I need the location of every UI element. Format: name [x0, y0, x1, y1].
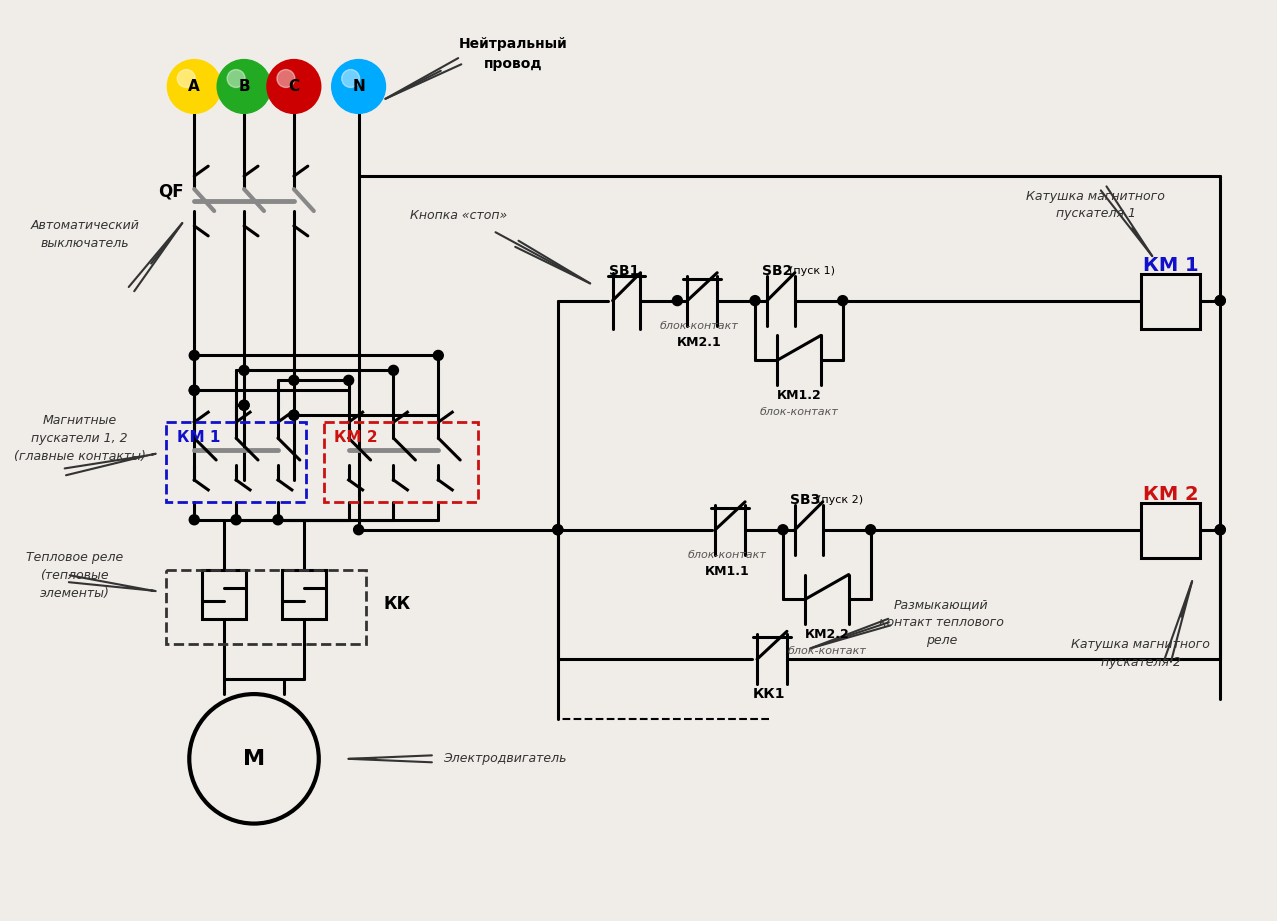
Text: пускатели 1, 2: пускатели 1, 2 [32, 432, 128, 445]
Text: SB3: SB3 [789, 493, 820, 507]
Circle shape [332, 60, 386, 113]
Text: контакт теплового: контакт теплового [879, 616, 1004, 629]
Circle shape [673, 296, 682, 306]
Text: КМ 1: КМ 1 [1143, 256, 1198, 275]
Circle shape [289, 376, 299, 385]
Text: КМ 2: КМ 2 [1143, 485, 1198, 505]
Bar [1140, 274, 1200, 329]
Circle shape [267, 60, 321, 113]
Circle shape [189, 385, 199, 395]
Circle shape [388, 366, 398, 376]
Circle shape [178, 69, 195, 87]
Text: КК: КК [383, 596, 411, 613]
Text: элементы): элементы) [40, 587, 110, 600]
Text: Размыкающий: Размыкающий [894, 598, 988, 611]
Text: М: М [243, 749, 266, 769]
Circle shape [239, 401, 249, 410]
Bar [166, 422, 305, 502]
Text: A: A [189, 79, 200, 94]
Text: блок-контакт: блок-контакт [660, 321, 738, 331]
Bar [202, 569, 246, 620]
Text: QF: QF [158, 182, 184, 200]
Text: провод: провод [484, 56, 543, 71]
Text: N: N [352, 79, 365, 94]
Text: Тепловое реле: Тепловое реле [26, 551, 124, 565]
Bar [166, 569, 365, 645]
Circle shape [433, 350, 443, 360]
Circle shape [231, 515, 241, 525]
Text: КМ 1: КМ 1 [178, 430, 221, 445]
Text: КМ1.2: КМ1.2 [776, 389, 821, 402]
Text: блок-контакт: блок-контакт [760, 407, 838, 417]
Text: КМ 2: КМ 2 [333, 430, 377, 445]
Text: КК1: КК1 [752, 687, 785, 701]
Circle shape [189, 515, 199, 525]
Circle shape [342, 69, 360, 87]
Circle shape [239, 401, 249, 410]
Circle shape [1216, 525, 1225, 535]
Text: Катушка магнитного: Катушка магнитного [1071, 637, 1211, 651]
Text: КМ2.2: КМ2.2 [805, 628, 849, 641]
Bar [282, 569, 326, 620]
Circle shape [354, 525, 364, 535]
Text: пускателя 1: пускателя 1 [1056, 207, 1135, 220]
Text: Магнитные: Магнитные [42, 414, 116, 426]
Text: Кнопка «стоп»: Кнопка «стоп» [410, 209, 507, 223]
Text: блок-контакт: блок-контакт [788, 647, 866, 657]
Text: Нейтральный: Нейтральный [458, 37, 567, 51]
Circle shape [289, 410, 299, 420]
Text: Катушка магнитного: Катушка магнитного [1027, 190, 1165, 203]
Text: (пуск 2): (пуск 2) [817, 495, 863, 505]
Text: Автоматический: Автоматический [31, 219, 139, 232]
Text: выключатель: выключатель [41, 238, 129, 251]
Text: КМ2.1: КМ2.1 [677, 336, 722, 349]
Text: (главные контакты): (главные контакты) [14, 449, 146, 462]
Circle shape [189, 385, 199, 395]
Circle shape [239, 366, 249, 376]
Circle shape [167, 60, 221, 113]
Text: блок-контакт: блок-контакт [688, 550, 766, 560]
Circle shape [217, 60, 271, 113]
Text: B: B [239, 79, 250, 94]
Bar [324, 422, 478, 502]
Circle shape [778, 525, 788, 535]
Text: пускателя 2: пускателя 2 [1101, 656, 1180, 669]
Circle shape [838, 296, 848, 306]
Text: SB2: SB2 [762, 263, 792, 278]
Circle shape [553, 525, 563, 535]
Circle shape [273, 515, 283, 525]
Text: Электродвигатель: Электродвигатель [443, 752, 567, 765]
Text: (пуск 1): (пуск 1) [789, 266, 835, 275]
Circle shape [750, 296, 760, 306]
Circle shape [344, 376, 354, 385]
Circle shape [1216, 296, 1225, 306]
Circle shape [277, 69, 295, 87]
Circle shape [866, 525, 876, 535]
Circle shape [227, 69, 245, 87]
Text: КМ1.1: КМ1.1 [705, 565, 750, 578]
Text: (тепловые: (тепловые [41, 569, 109, 582]
Circle shape [189, 350, 199, 360]
Text: реле: реле [926, 634, 956, 647]
Bar [1140, 503, 1200, 557]
Circle shape [553, 525, 563, 535]
Circle shape [1216, 525, 1225, 535]
Text: SB1: SB1 [609, 263, 640, 278]
Text: C: C [289, 79, 299, 94]
Circle shape [1216, 296, 1225, 306]
Circle shape [289, 410, 299, 420]
